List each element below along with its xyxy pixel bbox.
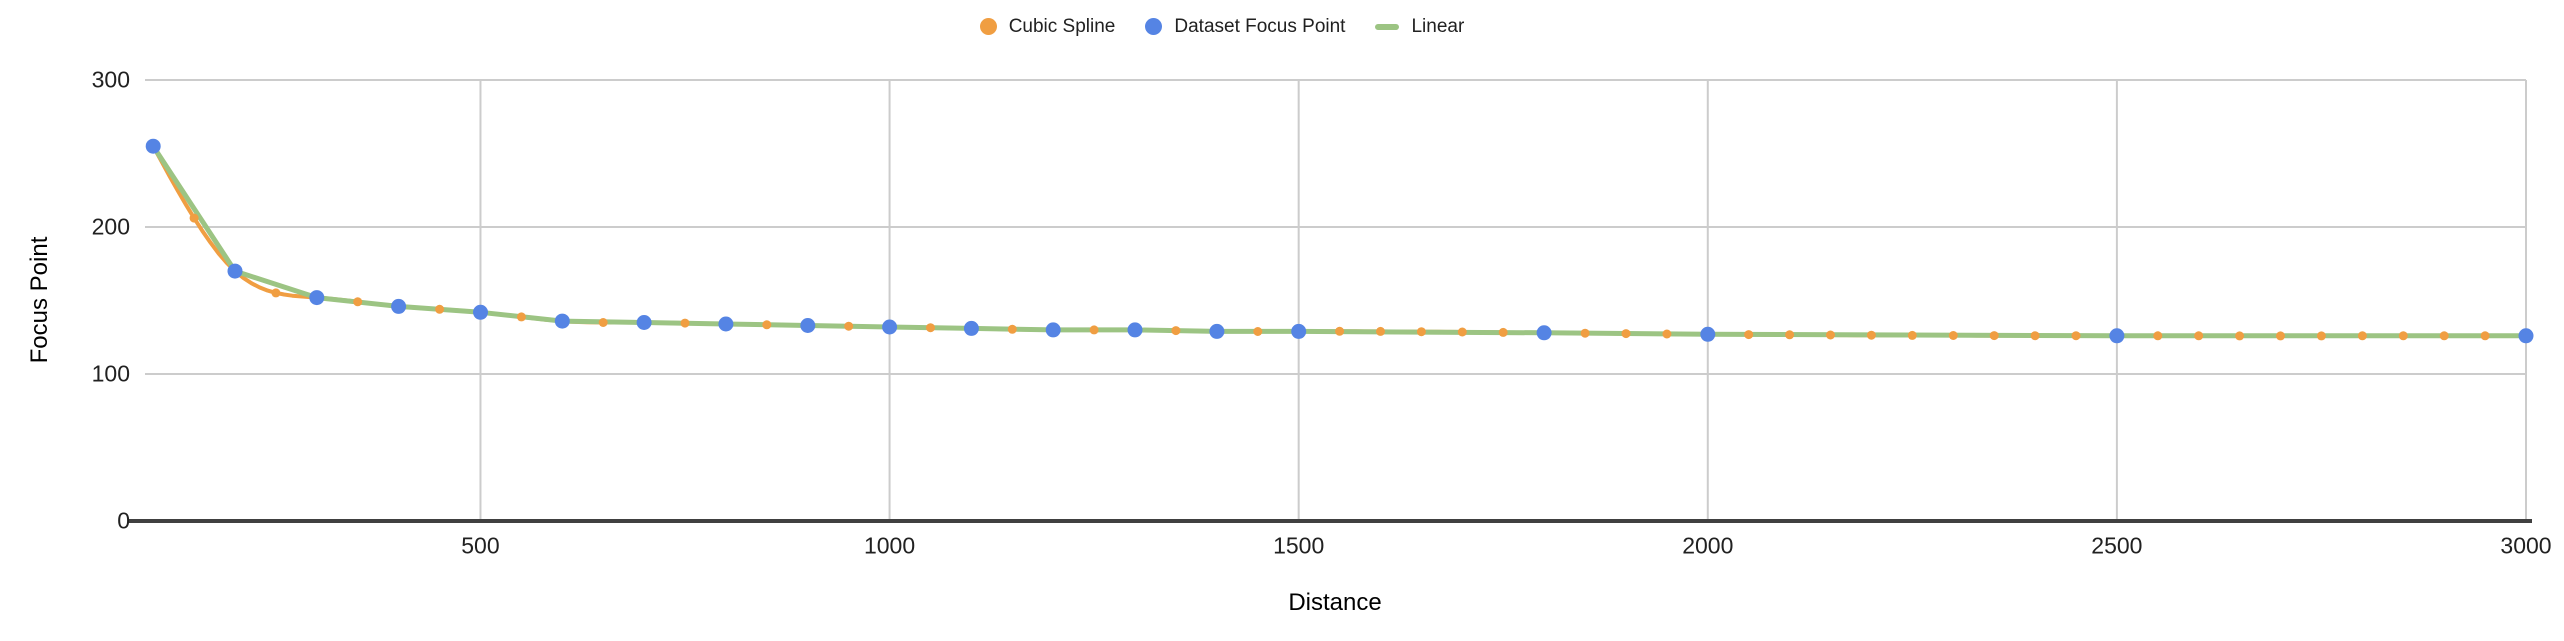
cubic-spline-point-marker (353, 297, 363, 307)
y-axis-tick-label: 300 (91, 66, 130, 93)
cubic-spline-point-marker (1171, 326, 1181, 336)
cubic-spline-legend-marker-icon (979, 18, 997, 35)
cubic-spline-point-marker (1621, 329, 1631, 339)
y-axis-tick-label: 0 (117, 507, 130, 534)
cubic-spline-point-marker (762, 320, 772, 330)
cubic-spline-point-marker (1089, 325, 1099, 335)
dataset-focus-point-marker (1209, 323, 1225, 339)
cubic-spline-point-marker (1826, 330, 1835, 340)
dataset-focus-point-marker (309, 290, 325, 306)
dataset-focus-point-legend-marker-icon (1145, 18, 1163, 35)
linear-legend-marker-icon (1375, 23, 1400, 30)
dataset-focus-point-marker (2109, 328, 2125, 344)
cubic-spline-point-marker (1253, 327, 1263, 336)
cubic-spline-point-marker (2194, 331, 2204, 341)
cubic-spline-point-marker (2398, 331, 2408, 341)
cubic-spline-point-marker (1662, 329, 1672, 339)
cubic-spline-point-marker (1866, 330, 1876, 340)
x-axis-tick-label: 2000 (1682, 532, 1734, 559)
cubic-spline-point-marker (1376, 326, 1385, 336)
legend-label-dataset-focus-point: Dataset Focus Point (1174, 16, 1346, 37)
dataset-focus-point-marker (145, 138, 161, 154)
x-axis-tick-label: 1500 (1273, 532, 1325, 559)
cubic-spline-point-marker (1498, 327, 1508, 337)
dataset-focus-point-marker (1700, 326, 1716, 342)
x-axis-tick-label: 3000 (2500, 532, 2552, 559)
x-axis-tick-label: 500 (461, 532, 500, 559)
cubic-spline-line (151, 144, 2528, 338)
cubic-spline-point-marker (1335, 326, 1345, 336)
cubic-spline-point-marker (1580, 328, 1590, 338)
cubic-spline-point-marker (2071, 331, 2081, 341)
y-axis-tick-label: 200 (91, 213, 130, 240)
cubic-spline-point-marker (2316, 331, 2326, 341)
dataset-focus-point-marker (473, 304, 488, 320)
cubic-spline-point-marker (2235, 331, 2245, 341)
dataset-focus-point-marker (554, 313, 570, 329)
dataset-focus-point-marker (1127, 322, 1143, 338)
dataset-focus-point-marker (1536, 325, 1552, 341)
cubic-spline-point-marker (2153, 331, 2163, 341)
y-axis-title: Focus Point (26, 236, 53, 364)
cubic-spline-point-marker (435, 304, 445, 314)
cubic-spline-point-marker (516, 312, 526, 322)
x-axis-title: Distance (1288, 589, 1382, 616)
cubic-spline-point-marker (1007, 324, 1017, 334)
dataset-focus-point-marker (882, 319, 898, 335)
dataset-focus-point-marker (963, 320, 979, 336)
legend-item-cubic-spline: Cubic Spline (979, 16, 1116, 37)
legend-item-dataset-focus-point: Dataset Focus Point (1145, 17, 1345, 36)
cubic-spline-point-marker (926, 323, 935, 333)
dataset-focus-point-marker (718, 316, 734, 332)
cubic-spline-point-marker (2480, 331, 2490, 341)
cubic-spline-point-marker (2276, 331, 2285, 341)
cubic-spline-point-marker (1907, 330, 1917, 340)
chart-legend: Cubic Spline Dataset Focus Point Linear (0, 17, 2564, 36)
cubic-spline-point-marker (1948, 331, 1958, 340)
dataset-focus-point-marker (1045, 322, 1061, 338)
cubic-spline-point-marker (844, 321, 854, 331)
dataset-focus-point-marker (2518, 328, 2534, 344)
cubic-spline-point-marker (1416, 327, 1426, 337)
linear-line (150, 143, 2529, 339)
cubic-spline-point-marker (2030, 331, 2040, 341)
legend-label-linear: Linear (1411, 16, 1465, 37)
dataset-focus-point-marker (800, 318, 816, 333)
dataset-focus-point-marker (1291, 323, 1307, 339)
dataset-focus-point-marker (636, 315, 652, 330)
cubic-spline-point-marker (1457, 327, 1467, 337)
cubic-spline-point-marker (680, 318, 690, 328)
cubic-spline-point-marker (189, 213, 199, 223)
cubic-spline-point-marker (271, 288, 281, 298)
cubic-spline-point-marker (598, 318, 608, 327)
legend-item-linear: Linear (1375, 17, 1464, 36)
cubic-spline-point-marker (1744, 330, 1754, 340)
cubic-spline-point-marker (1785, 330, 1795, 340)
cubic-spline-point-marker (1989, 331, 1999, 341)
x-axis-tick-label: 2500 (2091, 532, 2143, 559)
x-axis-tick-label: 1000 (863, 532, 916, 559)
dataset-focus-point-marker (391, 298, 407, 314)
cubic-spline-point-marker (2357, 331, 2367, 341)
cubic-spline-point-marker (2439, 331, 2449, 341)
dataset-focus-point-marker (227, 263, 243, 279)
legend-label-cubic-spline: Cubic Spline (1008, 16, 1116, 37)
y-axis-tick-label: 100 (91, 360, 130, 387)
